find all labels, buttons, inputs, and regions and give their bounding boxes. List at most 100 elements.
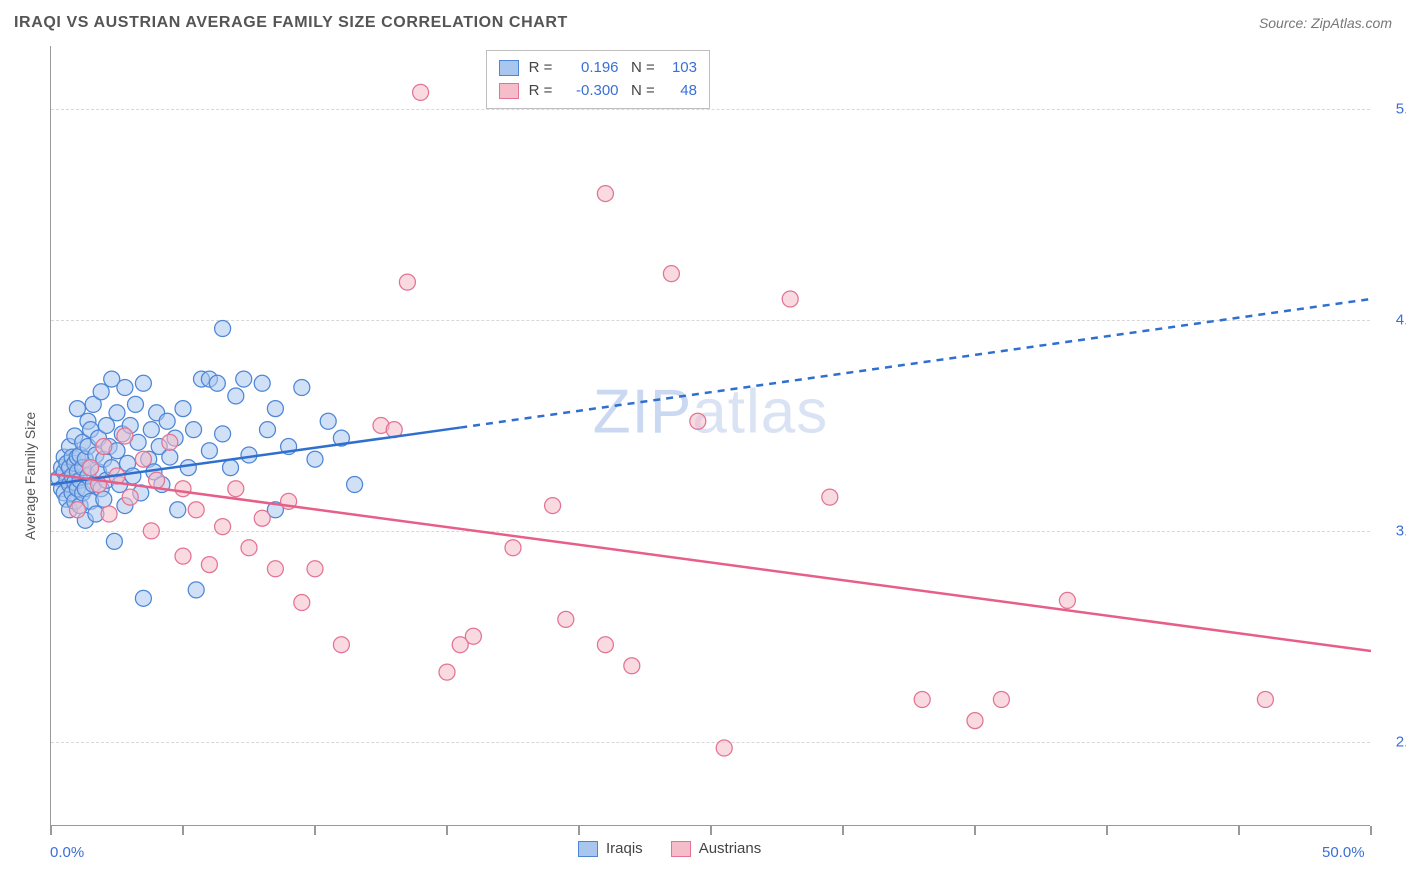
y-tick-label: 3.00 [1396, 522, 1406, 539]
y-axis-label: Average Family Size [22, 412, 38, 540]
x-tick [446, 826, 448, 835]
data-point [320, 413, 336, 429]
x-tick [314, 826, 316, 835]
data-point [143, 523, 159, 539]
data-point [175, 481, 191, 497]
source-attribution: Source: ZipAtlas.com [1259, 15, 1392, 31]
data-point [159, 413, 175, 429]
data-point [201, 557, 217, 573]
correlation-legend: R = 0.196 N = 103R = -0.300 N = 48 [486, 50, 710, 109]
y-tick-label: 2.00 [1396, 733, 1406, 750]
data-point [333, 637, 349, 653]
x-end-label: 50.0% [1322, 844, 1365, 861]
y-tick-label: 4.00 [1396, 312, 1406, 329]
data-point [180, 460, 196, 476]
data-point [83, 460, 99, 476]
data-point [143, 422, 159, 438]
data-point [215, 320, 231, 336]
data-point [822, 489, 838, 505]
legend-swatch [499, 83, 519, 99]
legend-stat-text: R = -0.300 N = 48 [529, 80, 697, 103]
data-point [967, 713, 983, 729]
data-point [201, 443, 217, 459]
data-point [545, 498, 561, 514]
legend-item: Austrians [671, 840, 762, 857]
data-point [96, 491, 112, 507]
x-tick [710, 826, 712, 835]
x-tick [578, 826, 580, 835]
trend-line-extrapolated [460, 299, 1371, 428]
data-point [439, 664, 455, 680]
scatter-svg [51, 46, 1371, 826]
legend-label: Austrians [699, 840, 762, 857]
data-point [215, 519, 231, 535]
x-tick [1238, 826, 1240, 835]
data-point [558, 611, 574, 627]
data-point [597, 186, 613, 202]
data-point [135, 451, 151, 467]
legend-stat-row: R = -0.300 N = 48 [499, 80, 697, 103]
x-tick [182, 826, 184, 835]
data-point [294, 595, 310, 611]
x-tick [1106, 826, 1108, 835]
data-point [254, 510, 270, 526]
data-point [175, 401, 191, 417]
data-point [215, 426, 231, 442]
data-point [597, 637, 613, 653]
data-point [106, 533, 122, 549]
data-point [117, 380, 133, 396]
data-point [162, 434, 178, 450]
data-point [663, 266, 679, 282]
data-point [228, 481, 244, 497]
data-point [399, 274, 415, 290]
x-start-label: 0.0% [50, 844, 84, 861]
data-point [465, 628, 481, 644]
x-tick [842, 826, 844, 835]
header-row: IRAQI VS AUSTRIAN AVERAGE FAMILY SIZE CO… [14, 14, 1392, 32]
legend-stat-text: R = 0.196 N = 103 [529, 57, 697, 80]
data-point [228, 388, 244, 404]
data-point [117, 428, 133, 444]
data-point [254, 375, 270, 391]
data-point [716, 740, 732, 756]
trend-line [51, 474, 1371, 651]
data-point [505, 540, 521, 556]
data-point [347, 476, 363, 492]
data-point [236, 371, 252, 387]
data-point [122, 489, 138, 505]
data-point [162, 449, 178, 465]
data-point [1257, 692, 1273, 708]
x-tick [974, 826, 976, 835]
data-point [69, 502, 85, 518]
legend-label: Iraqis [606, 840, 643, 857]
y-tick-label: 5.00 [1396, 101, 1406, 118]
data-point [175, 548, 191, 564]
legend-swatch [671, 841, 691, 857]
data-point [186, 422, 202, 438]
data-point [294, 380, 310, 396]
plot-area: ZIPatlas 2.003.004.005.00 [50, 46, 1370, 826]
data-point [914, 692, 930, 708]
data-point [188, 582, 204, 598]
data-point [125, 468, 141, 484]
data-point [188, 502, 204, 518]
legend-swatch [499, 60, 519, 76]
data-point [267, 401, 283, 417]
data-point [307, 451, 323, 467]
data-point [96, 439, 112, 455]
legend-item: Iraqis [578, 840, 643, 857]
x-tick [1370, 826, 1372, 835]
data-point [101, 506, 117, 522]
series-legend: Iraqis Austrians [578, 840, 761, 857]
data-point [209, 375, 225, 391]
data-point [135, 375, 151, 391]
data-point [267, 561, 283, 577]
data-point [149, 472, 165, 488]
data-point [690, 413, 706, 429]
data-point [307, 561, 323, 577]
data-point [259, 422, 275, 438]
data-point [135, 590, 151, 606]
data-point [1059, 592, 1075, 608]
data-point [241, 540, 257, 556]
data-point [127, 396, 143, 412]
